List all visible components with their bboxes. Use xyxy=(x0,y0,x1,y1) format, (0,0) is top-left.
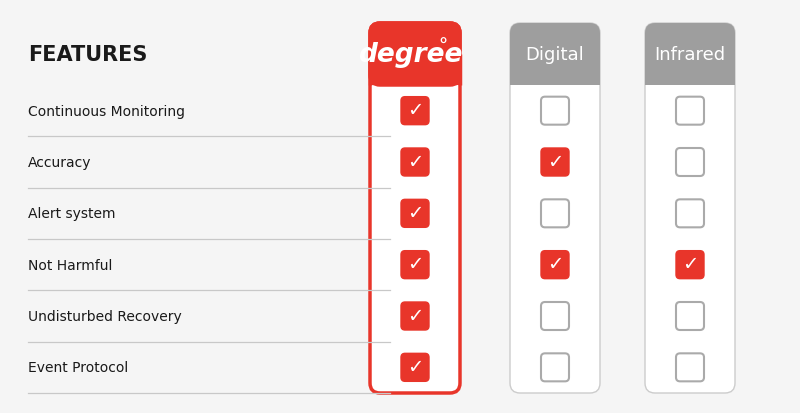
FancyBboxPatch shape xyxy=(541,251,569,279)
FancyBboxPatch shape xyxy=(541,302,569,330)
Text: Infrared: Infrared xyxy=(654,46,726,64)
Text: FEATURES: FEATURES xyxy=(28,45,147,65)
FancyBboxPatch shape xyxy=(401,251,429,279)
FancyBboxPatch shape xyxy=(645,24,735,86)
Text: ✓: ✓ xyxy=(547,152,563,171)
FancyBboxPatch shape xyxy=(401,149,429,177)
FancyBboxPatch shape xyxy=(541,149,569,177)
Bar xyxy=(645,55,735,86)
Text: ✓: ✓ xyxy=(407,152,423,171)
FancyBboxPatch shape xyxy=(645,24,735,393)
Text: Event Protocol: Event Protocol xyxy=(28,361,128,375)
Text: ✓: ✓ xyxy=(547,254,563,273)
FancyBboxPatch shape xyxy=(541,354,569,382)
FancyBboxPatch shape xyxy=(510,24,600,86)
FancyBboxPatch shape xyxy=(541,97,569,126)
Text: ✓: ✓ xyxy=(682,254,698,273)
Text: Digital: Digital xyxy=(526,46,584,64)
Text: ✓: ✓ xyxy=(407,357,423,376)
FancyBboxPatch shape xyxy=(510,24,600,393)
FancyBboxPatch shape xyxy=(541,200,569,228)
FancyBboxPatch shape xyxy=(401,354,429,382)
FancyBboxPatch shape xyxy=(676,200,704,228)
FancyBboxPatch shape xyxy=(676,354,704,382)
Text: Undisturbed Recovery: Undisturbed Recovery xyxy=(28,309,182,323)
Text: degree: degree xyxy=(358,42,462,68)
Text: ✓: ✓ xyxy=(407,203,423,222)
FancyBboxPatch shape xyxy=(676,97,704,126)
Text: Accuracy: Accuracy xyxy=(28,156,91,170)
Text: Alert system: Alert system xyxy=(28,207,115,221)
FancyBboxPatch shape xyxy=(370,24,460,86)
FancyBboxPatch shape xyxy=(676,302,704,330)
FancyBboxPatch shape xyxy=(401,302,429,330)
Text: Not Harmful: Not Harmful xyxy=(28,258,112,272)
FancyBboxPatch shape xyxy=(401,200,429,228)
Text: ✓: ✓ xyxy=(407,306,423,325)
FancyBboxPatch shape xyxy=(370,24,460,393)
Bar xyxy=(510,55,600,86)
Bar xyxy=(370,55,460,86)
Text: Continuous Monitoring: Continuous Monitoring xyxy=(28,104,185,119)
FancyBboxPatch shape xyxy=(676,149,704,177)
FancyBboxPatch shape xyxy=(401,97,429,126)
Text: ✓: ✓ xyxy=(407,101,423,120)
FancyBboxPatch shape xyxy=(676,251,704,279)
Text: °: ° xyxy=(438,38,447,56)
Text: ✓: ✓ xyxy=(407,254,423,273)
